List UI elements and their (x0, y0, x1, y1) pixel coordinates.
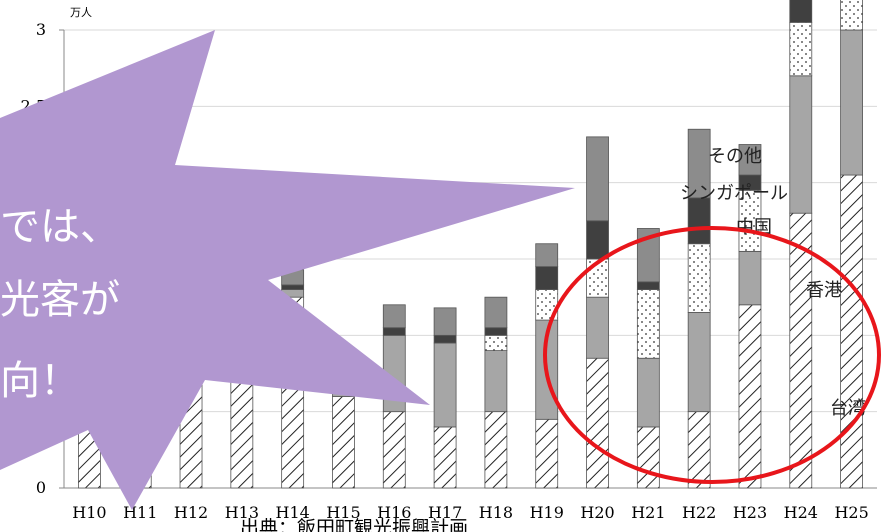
bar-segment (586, 136, 609, 222)
callout-line-3: 向！ (0, 358, 80, 404)
x-tick-label: H15 (326, 503, 360, 522)
bar-segment (535, 266, 559, 290)
x-tick-label: H10 (72, 503, 106, 522)
bar-segment (586, 357, 609, 489)
callout-shape (0, 30, 575, 510)
x-tick-label: H14 (276, 503, 310, 522)
x-tick-label: H18 (479, 503, 513, 522)
bar-segment (281, 284, 305, 290)
bar-segment (636, 357, 660, 428)
bar-segment (687, 243, 711, 313)
bar-segment (636, 228, 660, 283)
bar-segment (484, 334, 508, 352)
bar-segment (789, 212, 813, 489)
bar-segment (687, 312, 711, 413)
x-tick-label: H17 (428, 503, 462, 522)
bar-segment (484, 296, 508, 329)
bar-segment (484, 327, 508, 336)
x-tick-label: H22 (682, 503, 716, 522)
bar-segment (636, 426, 660, 489)
bar-segment (484, 350, 508, 413)
bar-segment (586, 220, 609, 260)
bar-segment (382, 304, 406, 329)
bar-segment (687, 411, 711, 489)
x-axis: H10 H11 H12 H13 H14 H15 H16 H17 H18 H19 H20 H21 H22 H… (72, 503, 869, 522)
bar-segment (433, 426, 457, 489)
bar-segment (332, 395, 355, 489)
y-tick-label: 3 (36, 20, 46, 39)
bar-segment (382, 327, 406, 336)
x-tick-label: H11 (123, 503, 157, 522)
bar-segment (738, 144, 762, 176)
bar-segment (789, 75, 813, 214)
series-labels: その他 シンガポール 中国 香港 台湾 (680, 146, 866, 419)
bar-segment (789, 0, 813, 23)
x-tick-label: H16 (377, 503, 411, 522)
bar-segment (535, 243, 559, 268)
bar-segment (484, 411, 508, 489)
bar-segment (535, 418, 559, 489)
bar-segment (382, 411, 406, 489)
series-label-taiwan: 台湾 (830, 398, 866, 419)
series-label-hongkong: 香港 (806, 280, 842, 301)
bar-segment (840, 174, 863, 489)
x-tick-label: H25 (834, 503, 868, 522)
x-tick-label: H19 (530, 503, 564, 522)
bar-segment (840, 29, 863, 176)
x-tick-label: H21 (631, 503, 665, 522)
bar-segment (433, 334, 457, 344)
x-tick-label: H12 (174, 503, 208, 522)
bar-segment (636, 281, 660, 290)
bar-segment (586, 296, 609, 359)
x-tick-label: H24 (784, 503, 818, 522)
bar-segment (789, 21, 813, 77)
bar-segment (738, 250, 762, 306)
series-label-singapore: シンガポール (680, 183, 788, 204)
bar-segment (687, 128, 711, 199)
bar-segment (433, 342, 457, 428)
bar-segment (738, 304, 762, 489)
bar-segment (687, 197, 711, 245)
bar-segment (840, 0, 863, 31)
bar-segment (636, 289, 660, 359)
y-axis-unit: 万人 (70, 6, 92, 19)
x-tick-label: H20 (580, 503, 614, 522)
callout-line-2: 光客が (0, 277, 120, 323)
y-tick-label: 0 (36, 478, 46, 497)
bar-segment (433, 307, 457, 336)
source-note: 出典：飯田町観光振興計画 (240, 517, 468, 532)
bars (78, 0, 863, 489)
callout-burst: では、 光客が 向！ (0, 30, 575, 510)
highlight-ellipse (543, 226, 881, 484)
callout-line-1: では、 (0, 204, 120, 250)
series-label-sonota: その他 (708, 146, 762, 167)
x-tick-label: H13 (225, 503, 259, 522)
x-tick-label: H23 (733, 503, 767, 522)
